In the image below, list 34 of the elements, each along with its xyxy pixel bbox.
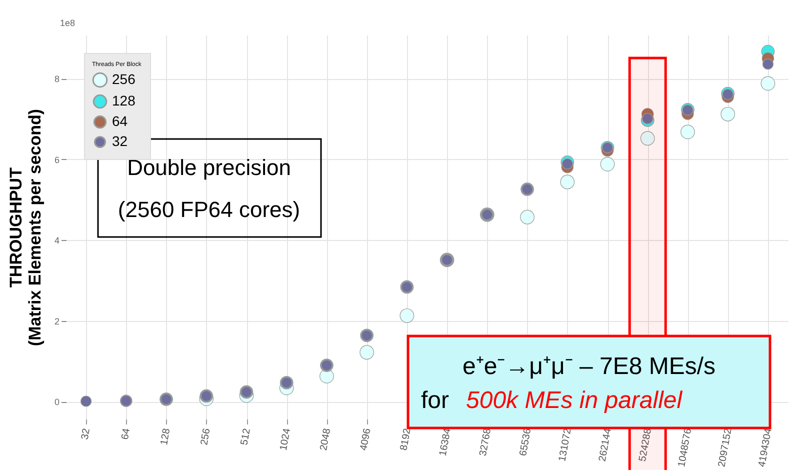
x-tick-label: 65536: [518, 427, 534, 457]
y-axis-title: THROUGHPUT (Matrix Elements per second): [6, 108, 44, 346]
annotation: for: [421, 387, 450, 414]
x-tick-label: 1048576: [676, 427, 694, 468]
y-tick-label: 8: [54, 74, 60, 84]
annotation: e⁺e⁻→μ⁺μ⁻ – 7E8 MEs/s: [462, 353, 716, 380]
x-tick-label: 2048: [318, 427, 334, 452]
y-tick-label: 2: [54, 316, 60, 326]
x-tick-label: 64: [120, 427, 133, 440]
x-tick-label: 1024: [278, 427, 294, 452]
x-tick-label: 32768: [478, 427, 494, 457]
text: 1e8: [60, 18, 76, 28]
x-tick-label: 262144: [597, 427, 614, 462]
x-tick-label: 4194304: [756, 427, 774, 468]
x-tick-label: 128: [158, 427, 173, 446]
annotation: Double precision: [127, 155, 291, 180]
y-tick-label: 4: [54, 236, 60, 246]
x-tick-label: 2097152: [716, 427, 734, 468]
x-tick-label: 524288: [637, 427, 654, 462]
x-tick-label: 4096: [358, 427, 374, 452]
legend-label: 256: [112, 71, 136, 87]
annotation: (2560 FP64 cores): [118, 197, 300, 222]
annotation: 500k MEs in parallel: [466, 387, 683, 414]
x-tick-label: 16384: [438, 427, 454, 457]
y-tick-label: 6: [54, 154, 60, 165]
legend-label: 128: [112, 92, 136, 108]
x-tick-label: 8192: [398, 427, 414, 452]
x-tick-label: 131072: [557, 427, 574, 462]
legend-label: 64: [112, 113, 128, 129]
y-tick-label: 0: [54, 397, 60, 408]
x-tick-label: 512: [239, 427, 253, 446]
x-tick-label: 256: [199, 427, 213, 446]
legend-label: 32: [112, 133, 128, 149]
x-tick-label: 32: [80, 427, 93, 440]
